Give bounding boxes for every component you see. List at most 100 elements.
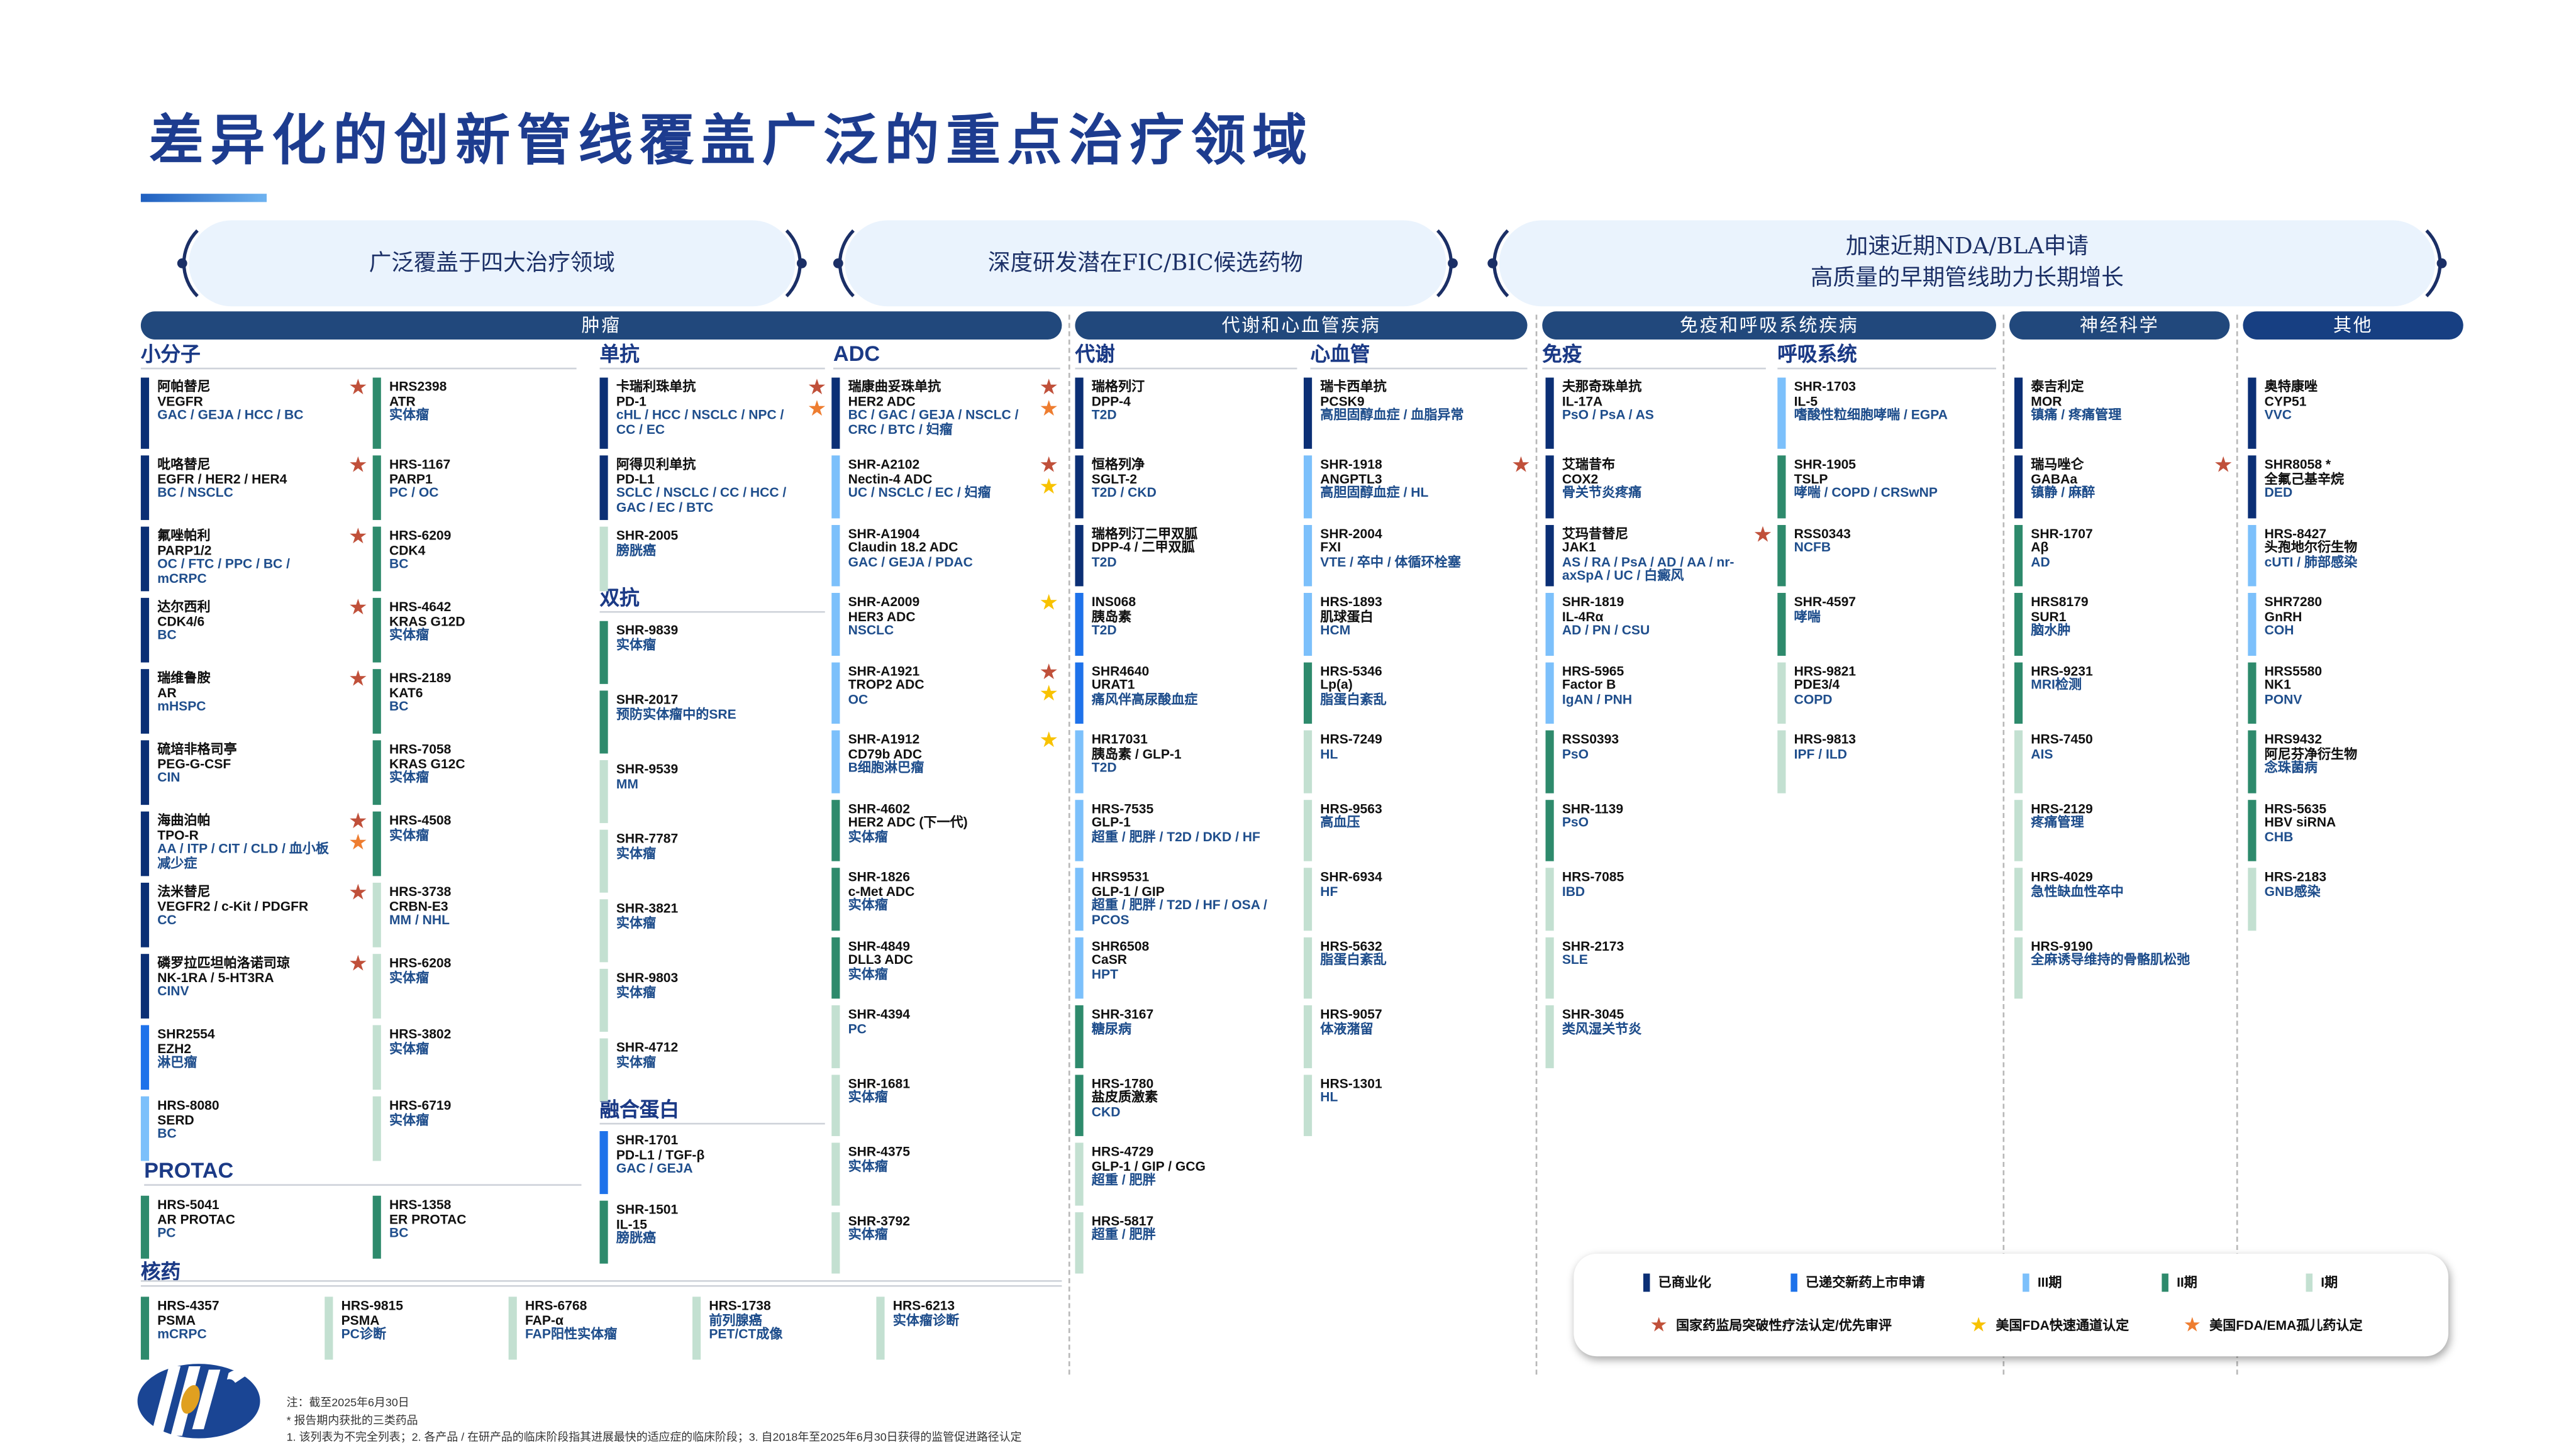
drug-target: ATR bbox=[389, 393, 416, 409]
drug-name: SHR-1681 bbox=[848, 1075, 911, 1091]
drug-target: KRAS G12C bbox=[389, 756, 465, 771]
card-text: SHR8058 * 全氟己基辛烷 DED bbox=[2265, 458, 2440, 502]
pipeline-card: HRS-4029 急性缺血性卒中 bbox=[2014, 868, 2229, 930]
divider bbox=[1535, 314, 1538, 1375]
drug-name: HRS-7058 bbox=[389, 742, 452, 757]
drug-indication: 实体瘤 bbox=[848, 1227, 888, 1242]
drug-target: CYP51 bbox=[2264, 393, 2307, 409]
drug-target: 肌球蛋白 bbox=[1320, 609, 1374, 624]
legend-cn-breakthrough: ★ 国家药监局突破性疗法认定/优先审评 bbox=[1650, 1313, 1892, 1337]
card-text: SHR-A1904 Claudin 18.2 ADC GAC / GEJA / PD… bbox=[848, 526, 1032, 570]
phase-bar bbox=[140, 597, 150, 663]
phase-bar bbox=[372, 740, 381, 805]
drug-indication: 镇痛 / 疼痛管理 bbox=[2031, 407, 2122, 423]
pipeline-card: SHR-4602 HER2 ADC (下一代) 实体瘤 bbox=[831, 799, 1055, 861]
drug-name: 磷罗拉匹坦帕洛诺司琼 bbox=[157, 955, 290, 971]
drug-name: HRS-2129 bbox=[2031, 800, 2093, 816]
card-text: SHR-3045 类风湿关节炎 bbox=[1562, 1008, 1746, 1037]
phase-bar bbox=[1075, 868, 1084, 930]
phase-bar bbox=[831, 661, 840, 724]
pipeline-card: HRS-6208 实体瘤 bbox=[372, 954, 597, 1019]
drug-indication: 脂蛋白紊乱 bbox=[1320, 692, 1387, 707]
drug-name: 瑞格列汀 bbox=[1091, 379, 1145, 394]
drug-indication: 全麻诱导维持的骨骼肌松弛 bbox=[2031, 952, 2190, 968]
card-text: SHR-2005 膀胱癌 bbox=[616, 529, 800, 558]
drug-name: HRS-1358 bbox=[389, 1197, 452, 1213]
card-text: SHR-A1921 TROP2 ADC OC bbox=[848, 664, 1032, 708]
phase-bar bbox=[831, 455, 840, 518]
phase-bar bbox=[1075, 455, 1084, 518]
drug-indication: HF bbox=[1320, 883, 1338, 899]
phase-bar bbox=[2248, 592, 2257, 655]
drug-name: HRS-6209 bbox=[389, 528, 452, 543]
drug-name: 瑞康曲妥珠单抗 bbox=[848, 379, 941, 394]
designation-marks: ★ bbox=[348, 525, 368, 546]
pipeline-card: 海曲泊帕 TPO-R AA / ITP / CIT / CLD / 血小板减少症 ★ ★ bbox=[140, 810, 368, 876]
drug-name: 硫培非格司亭 bbox=[157, 742, 237, 757]
card-text: SHR-4602 HER2 ADC (下一代) 实体瘤 bbox=[848, 802, 1032, 845]
drug-indication: 哮喘 bbox=[1794, 609, 1821, 624]
pipeline-card: HRS-2129 疼痛管理 bbox=[2014, 799, 2229, 861]
drug-indication: BC / NSCLC bbox=[157, 485, 233, 500]
phase-bar bbox=[1075, 592, 1084, 655]
drug-target: CDK4 bbox=[389, 542, 426, 558]
drug-name: SHR-3792 bbox=[848, 1213, 911, 1229]
drug-name: SHR-9839 bbox=[616, 622, 679, 638]
phase-bar bbox=[831, 1142, 840, 1205]
phase-bar bbox=[876, 1296, 885, 1360]
title-accent-bar bbox=[140, 194, 267, 202]
drug-name: HRS-8427 bbox=[2264, 526, 2327, 541]
phase-bar bbox=[1545, 455, 1554, 518]
phase-bar bbox=[1075, 1005, 1084, 1068]
card-text: HRS-8080 SERD BC bbox=[157, 1098, 341, 1142]
pipeline-card: SHR-A2102 Nectin-4 ADC UC / NSCLC / EC / 妇… bbox=[831, 454, 1059, 518]
drug-indication: 实体瘤诊断 bbox=[892, 1312, 960, 1328]
phase-bar bbox=[1303, 661, 1313, 724]
drug-name: SHR-2004 bbox=[1320, 526, 1382, 541]
drug-name: HRS-1738 bbox=[709, 1298, 771, 1313]
pipeline-card: SHR-1501 IL-15 膀胱癌 bbox=[599, 1200, 824, 1264]
designation-marks: ★ bbox=[348, 596, 368, 617]
phase-bar bbox=[1075, 1074, 1084, 1136]
drug-name: SHR-4602 bbox=[848, 800, 911, 816]
category-neuroscience: 神经科学 bbox=[2009, 311, 2230, 340]
column-respiratory: SHR-1703 IL-5 嗜酸性粒细胞哮喘 / EGPA SHR-1905 TSLP 哮… bbox=[1777, 377, 2001, 799]
designation-marks: ★ bbox=[2214, 454, 2233, 475]
drug-name: HRS-6768 bbox=[525, 1298, 587, 1313]
drug-indication: AIS bbox=[2031, 746, 2053, 761]
drug-indication: 实体瘤 bbox=[616, 915, 657, 931]
drug-indication: PC bbox=[848, 1021, 867, 1036]
pipeline-card: HRS-7249 HL bbox=[1303, 730, 1528, 793]
drug-target: PDE3/4 bbox=[1794, 677, 1840, 693]
drug-name: HRS-2189 bbox=[389, 670, 452, 686]
card-text: SHR-1826 c-Met ADC 实体瘤 bbox=[848, 869, 1032, 914]
phase-bar bbox=[140, 1096, 150, 1161]
phase-bar bbox=[372, 1195, 381, 1259]
pipeline-card: 瑞卡西单抗 PCSK9 高胆固醇血症 / 血脂异常 bbox=[1303, 377, 1528, 449]
divider bbox=[2002, 314, 2005, 1375]
phase-bar bbox=[1545, 936, 1554, 999]
drug-indication: 实体瘤 bbox=[848, 1090, 888, 1105]
drug-name: HRS-7535 bbox=[1091, 800, 1154, 816]
drug-name: SHR-4712 bbox=[616, 1040, 679, 1055]
star-icon-nmpa-breakthrough: ★ bbox=[348, 665, 368, 691]
drug-indication: BC bbox=[157, 627, 177, 643]
drug-target: PARP1/2 bbox=[157, 542, 212, 558]
legend-phase2: II期 bbox=[2162, 1273, 2197, 1292]
phase-bar bbox=[372, 811, 381, 876]
phase-swatch bbox=[2023, 1273, 2029, 1292]
drug-name: SHR-4597 bbox=[1794, 594, 1857, 610]
phase-bar bbox=[140, 526, 150, 592]
phase-bar bbox=[1777, 661, 1786, 724]
card-text: 瑞马唑仑 GABAa 镇静 / 麻醉 bbox=[2031, 458, 2206, 502]
drug-name: SHR-1826 bbox=[848, 869, 911, 885]
drug-target: TSLP bbox=[1794, 471, 1828, 487]
star-icon-nmpa-breakthrough: ★ bbox=[1511, 452, 1531, 477]
pipeline-card: SHR-4394 PC bbox=[831, 1005, 1055, 1068]
phase-bar bbox=[1075, 377, 1084, 449]
phase-bar bbox=[599, 760, 608, 824]
phase-bar bbox=[1777, 592, 1786, 655]
card-text: HRS8179 SUR1 脑水肿 bbox=[2031, 595, 2206, 639]
drug-indication: COPD bbox=[1794, 692, 1833, 707]
star-icon-fda-fast-track: ★ bbox=[1039, 473, 1059, 499]
